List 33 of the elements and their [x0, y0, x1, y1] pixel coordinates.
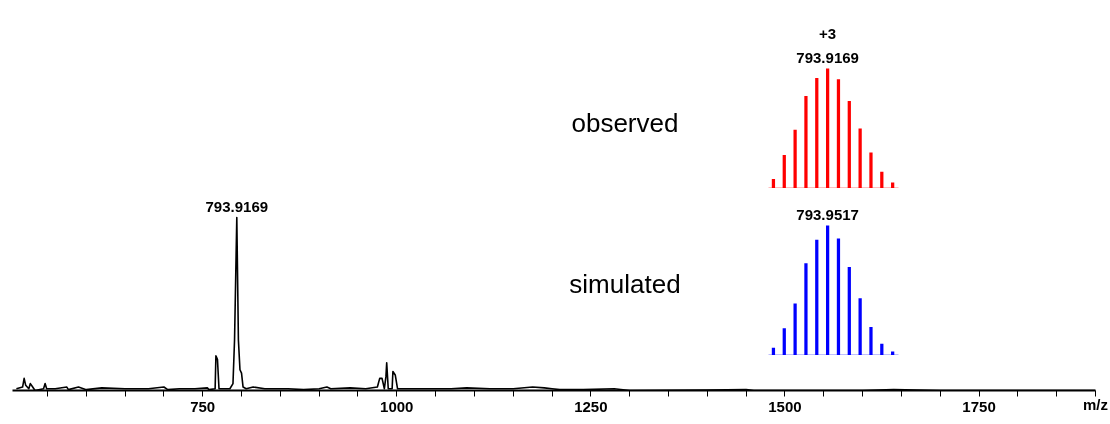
bar	[836, 79, 841, 188]
bar	[793, 303, 797, 355]
bar	[826, 68, 830, 188]
bar	[782, 154, 786, 188]
bar	[793, 129, 797, 188]
bar	[858, 298, 862, 355]
bar	[782, 328, 786, 355]
x-tick-label: 1000	[380, 397, 414, 415]
x-axis-title: m/z	[1083, 395, 1109, 413]
bar	[826, 225, 830, 355]
bar	[869, 326, 873, 355]
text: simulated	[569, 269, 681, 299]
x-tick-label: 1500	[768, 397, 802, 415]
bar	[847, 100, 851, 188]
bar	[804, 263, 808, 355]
annotation: 793.9169	[205, 197, 269, 215]
annotation: 793.9517	[796, 205, 859, 223]
x-tick-label: 1250	[574, 397, 608, 415]
bar	[815, 78, 819, 188]
text: +3	[819, 24, 837, 42]
bar	[804, 96, 808, 188]
bar	[771, 178, 776, 188]
bar	[815, 239, 819, 355]
x-tick-label: 1750	[962, 397, 996, 415]
bar	[880, 343, 884, 355]
bar	[858, 128, 862, 188]
text: observed	[571, 107, 679, 138]
text: 793.9169	[796, 48, 859, 66]
bar	[880, 171, 884, 188]
bar	[869, 152, 873, 188]
x-tick-label: 750	[190, 397, 216, 415]
bar	[836, 238, 841, 355]
bar	[847, 267, 851, 355]
